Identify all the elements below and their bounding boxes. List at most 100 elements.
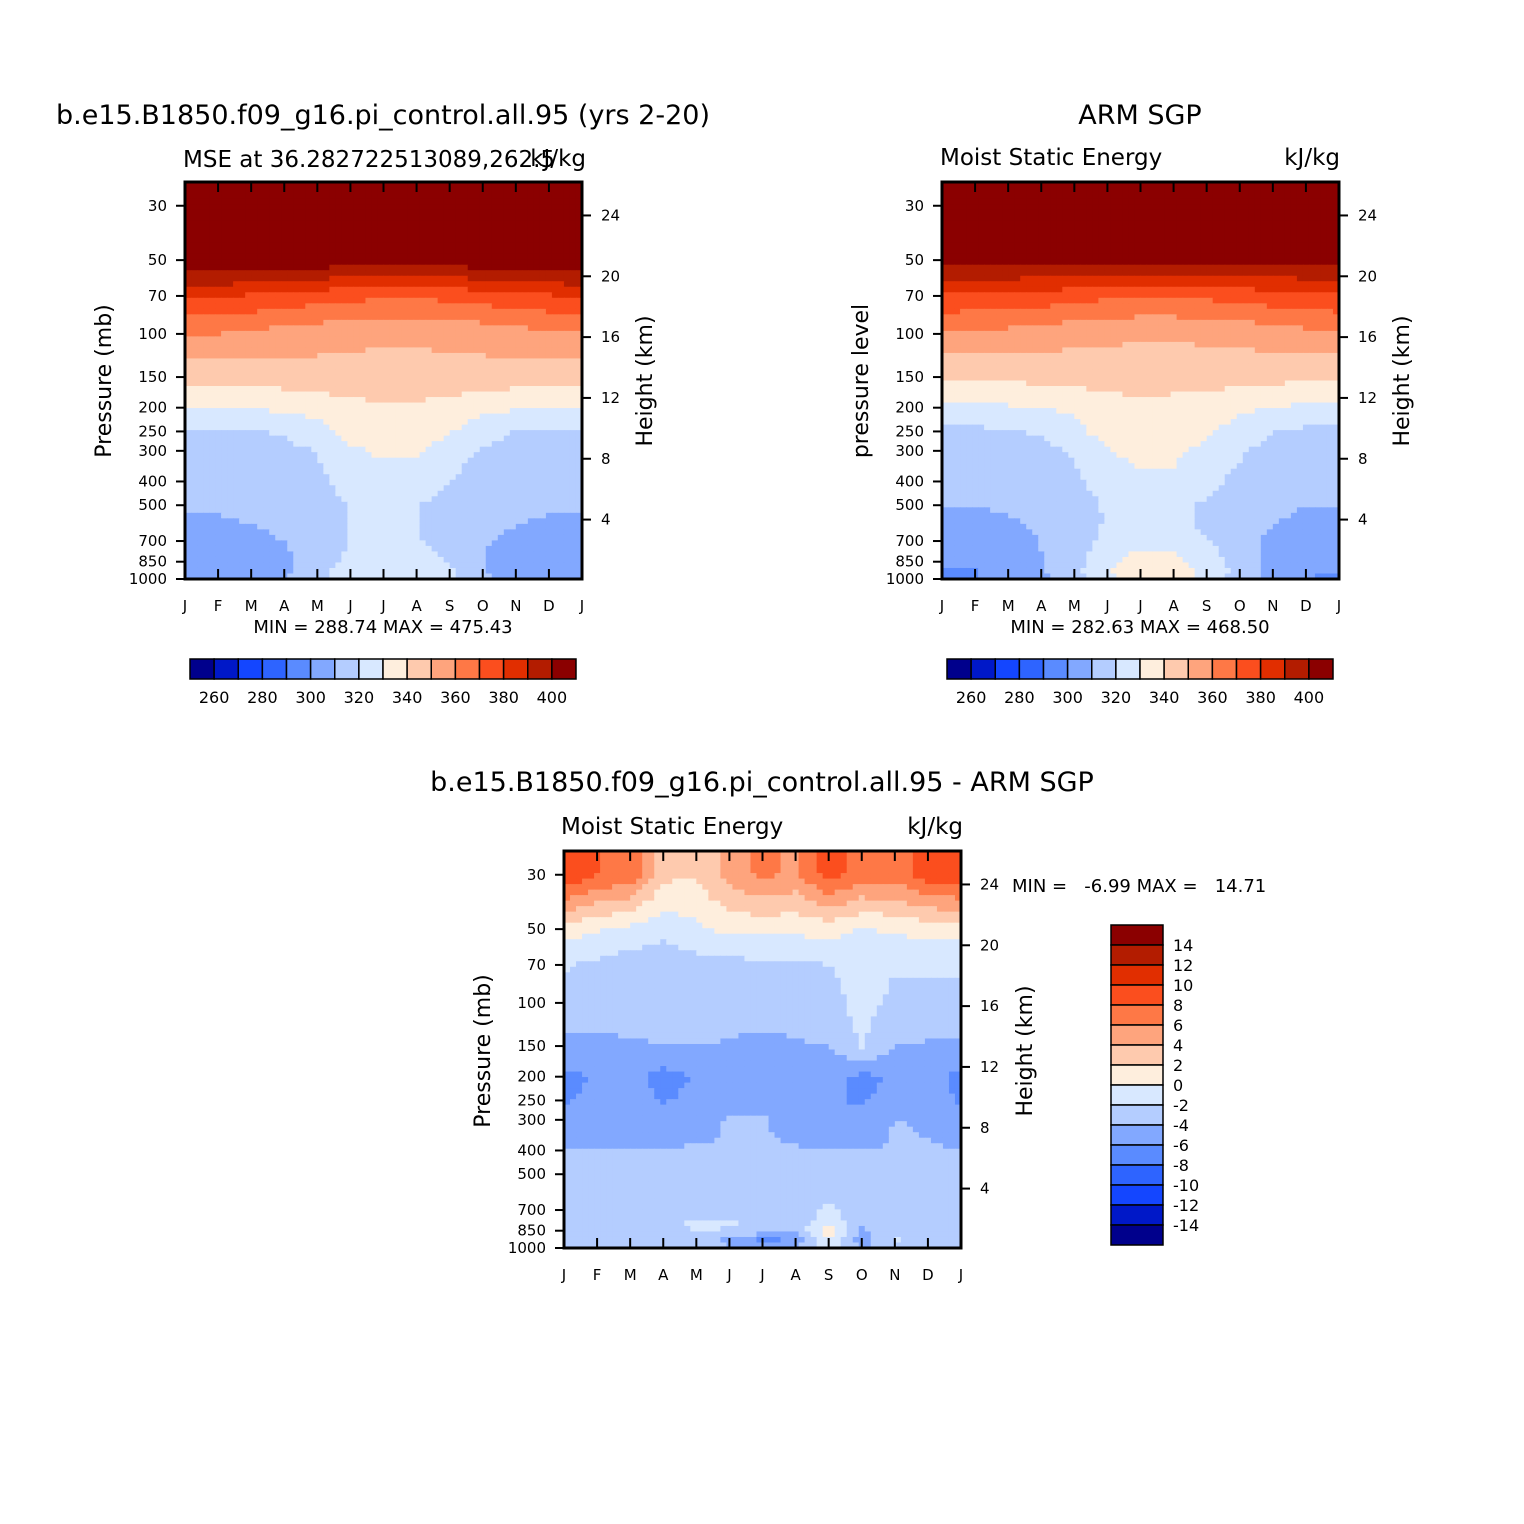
contour-cell (305, 507, 312, 514)
contour-cell (467, 512, 475, 519)
contour-cell (473, 551, 481, 558)
contour-cell (197, 485, 204, 492)
contour-cell (527, 341, 535, 349)
contour-cell (311, 187, 318, 194)
contour-cell (191, 369, 198, 376)
contour-cell (359, 496, 367, 503)
contour-cell (509, 485, 517, 492)
contour-cell (449, 573, 457, 580)
contour-cell (371, 358, 379, 365)
contour-cell (203, 363, 210, 371)
contour-cell (227, 341, 234, 349)
contour-cell (575, 292, 583, 299)
contour-cell (473, 479, 481, 486)
contour-cell (257, 380, 264, 387)
contour-cell (479, 534, 487, 541)
contour-cell (461, 430, 469, 437)
contour-cell (227, 397, 234, 404)
contour-cell (257, 264, 264, 271)
contour-cell (371, 397, 379, 404)
contour-cell (395, 479, 403, 486)
contour-cell (245, 226, 252, 233)
contour-cell (293, 308, 300, 315)
contour-cell (221, 275, 228, 282)
contour-cell (257, 369, 264, 376)
contour-cell (347, 319, 355, 326)
contour-cell (503, 281, 511, 288)
contour-cell (473, 231, 481, 238)
contour-cell (389, 408, 397, 415)
contour-cell (569, 512, 577, 519)
contour-cell (281, 479, 288, 486)
colorbar-box (213, 658, 239, 680)
contour-cell (455, 446, 463, 453)
contour-cell (263, 529, 270, 536)
contour-cell (1026, 182, 1033, 189)
contour-cell (437, 209, 445, 216)
contour-cell (263, 430, 270, 437)
contour-cell (437, 297, 445, 304)
contour-cell (269, 281, 276, 288)
contour-cell (197, 336, 204, 343)
contour-cell (311, 424, 318, 431)
contour-cell (455, 231, 463, 238)
contour-cell (197, 556, 204, 564)
contour-cell (425, 534, 433, 541)
contour-cell (341, 501, 349, 508)
contour-cell (257, 347, 264, 354)
contour-cell (443, 562, 451, 569)
contour-cell (353, 380, 361, 387)
contour-cell (485, 248, 493, 255)
contour-cell (389, 501, 397, 508)
contour-cell (371, 402, 379, 409)
contour-cell (323, 518, 330, 525)
contour-cell (275, 259, 282, 266)
contour-cell (527, 369, 535, 376)
contour-cell (257, 435, 264, 442)
contour-cell (299, 204, 306, 211)
contour-cell (269, 402, 276, 409)
contour-cell (479, 209, 487, 216)
contour-cell (305, 529, 312, 536)
contour-cell (497, 237, 505, 244)
contour-cell (299, 545, 306, 553)
contour-cell (485, 204, 493, 211)
contour-cell (419, 275, 427, 282)
contour-cell (575, 237, 583, 244)
contour-cell (443, 182, 451, 189)
contour-cell (299, 352, 306, 360)
contour-cell (209, 457, 216, 464)
contour-cell (281, 259, 288, 266)
contour-cell (305, 270, 312, 277)
contour-cell (263, 523, 270, 530)
x-tick-label: A (411, 597, 422, 615)
contour-cell (269, 264, 276, 271)
y-tick-label: 500 (138, 496, 167, 514)
contour-cell (287, 231, 294, 238)
contour-cell (275, 330, 282, 337)
contour-cell (341, 391, 349, 398)
contour-cell (227, 193, 234, 200)
contour-cell (341, 220, 349, 227)
contour-cell (239, 363, 246, 371)
contour-cell (305, 380, 312, 387)
contour-cell (1008, 187, 1015, 194)
contour-cell (227, 441, 234, 448)
contour-cell (575, 325, 583, 332)
contour-cell (569, 474, 577, 481)
contour-cell (257, 352, 264, 360)
contour-cell (353, 352, 361, 360)
contour-cell (509, 259, 517, 266)
contour-cell (341, 187, 349, 194)
contour-cell (467, 198, 475, 205)
contour-cell (197, 496, 204, 503)
contour-cell (389, 441, 397, 448)
contour-cell (239, 479, 246, 486)
contour-cell (239, 397, 246, 404)
contour-cell (185, 281, 192, 288)
contour-cell (221, 529, 228, 536)
contour-cell (275, 374, 282, 382)
contour-cell (323, 457, 330, 464)
contour-cell (503, 479, 511, 486)
contour-cell (497, 485, 505, 492)
